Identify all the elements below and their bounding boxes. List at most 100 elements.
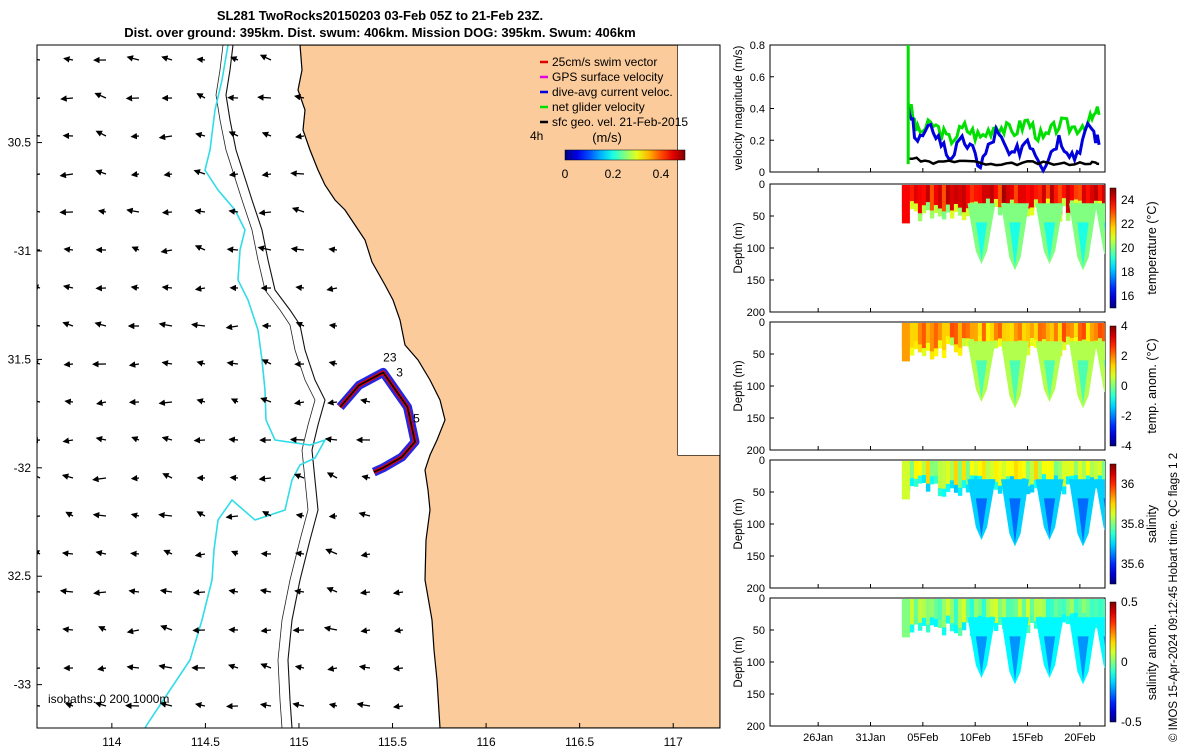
depth-cell — [1017, 185, 1023, 213]
flow-vector — [225, 323, 239, 331]
depth-cell — [961, 461, 967, 483]
depth-ytick-label: 150 — [747, 275, 765, 287]
depth-cell — [1025, 185, 1031, 211]
dive-profile-core — [975, 636, 988, 675]
depth-panel-2: 0 50 100 150 200 Depth (m) 4 2 0 -2 -4 temp. anom. … — [733, 317, 1159, 457]
depth-cell — [961, 599, 967, 625]
flow-vector — [37, 95, 41, 102]
depth-cell — [1089, 185, 1095, 207]
depth-cell — [945, 483, 951, 492]
flow-vector — [257, 94, 272, 101]
map-ytick-label: -32 — [14, 461, 32, 475]
depth-ytick-label: 100 — [747, 519, 765, 531]
flow-vector — [159, 701, 173, 708]
dive-profile-core — [1009, 360, 1021, 406]
flow-vector — [327, 665, 338, 672]
depth-cell — [1025, 486, 1031, 495]
flow-vector — [94, 92, 107, 99]
flow-vector — [158, 133, 173, 141]
depth-cell — [1045, 185, 1051, 201]
flow-vector — [95, 549, 107, 557]
depth-cell — [1089, 599, 1095, 624]
depth-cell — [1053, 185, 1059, 207]
flow-vector — [260, 663, 272, 670]
depth-cell — [945, 185, 951, 207]
depth-cell — [973, 323, 979, 349]
depth-cell — [929, 599, 935, 620]
flow-vector — [328, 512, 338, 520]
flow-vector — [194, 208, 206, 215]
depth-cell — [917, 622, 923, 631]
flow-vector — [163, 171, 173, 178]
map-xtick-label: 114.5 — [191, 735, 220, 749]
flow-vector — [193, 437, 206, 444]
depth-cell — [981, 185, 987, 211]
depth-cell — [1073, 185, 1079, 202]
flow-vector — [37, 173, 41, 176]
depth-cell — [1065, 323, 1071, 339]
depth-cell — [997, 461, 1003, 488]
depth-cell — [1001, 185, 1007, 205]
depth-cell — [969, 461, 975, 478]
map-xtick-label: 116.5 — [565, 735, 594, 749]
depth-cell — [945, 204, 951, 213]
depth-cell — [961, 338, 967, 347]
depth-ylabel: Depth (m) — [733, 222, 745, 273]
time-tick-label: 20Feb — [1064, 732, 1095, 744]
flow-vector — [225, 513, 239, 520]
depth-cell — [933, 475, 939, 484]
depth-cell — [953, 323, 959, 347]
depth-cell — [989, 461, 995, 481]
flow-vector — [194, 551, 206, 558]
flow-vector — [158, 663, 173, 670]
depth-cell — [989, 185, 995, 206]
depth-cell — [1049, 323, 1055, 353]
dive-profile-core — [1077, 498, 1089, 544]
depth-cell — [993, 199, 999, 208]
depth-cell — [985, 198, 991, 207]
flow-vector — [161, 360, 173, 367]
flow-vector — [196, 56, 206, 63]
depth-cell — [1029, 599, 1035, 618]
depth-cell — [1013, 599, 1019, 620]
flow-vector — [328, 360, 338, 367]
depth-cell — [997, 338, 1003, 347]
flow-vector — [130, 550, 140, 558]
depth-ylabel: Depth (m) — [733, 360, 745, 411]
depth-ylabel: Depth (m) — [733, 498, 745, 549]
depth-cell — [925, 624, 931, 633]
colorbar-tick-label: -2 — [1121, 409, 1132, 423]
flow-vector — [160, 624, 173, 631]
flow-vector — [63, 56, 74, 63]
depth-cell — [913, 341, 919, 350]
flow-vector — [328, 702, 338, 709]
depth-cell — [965, 208, 971, 217]
depth-cell — [1025, 347, 1031, 356]
depth-cell — [1013, 461, 1019, 491]
depth-cell — [937, 323, 943, 343]
flow-vector — [37, 702, 41, 709]
depth-cell — [1041, 185, 1047, 207]
map-xtick-label: 115 — [289, 735, 308, 749]
depth-cell — [913, 185, 919, 206]
depth-cell — [941, 627, 947, 636]
flow-vector — [62, 284, 74, 291]
depth-cell — [993, 481, 999, 490]
depth-cell — [1053, 599, 1059, 621]
depth-cell — [1025, 461, 1031, 489]
depth-cell — [1013, 185, 1019, 216]
depth-cell — [925, 461, 931, 486]
depth-cell — [957, 323, 963, 350]
map-xtick-label: 114 — [102, 735, 121, 749]
depth-cell — [945, 615, 951, 624]
colorbar-tick-label: 0.4 — [653, 167, 670, 181]
depth-cell — [1045, 599, 1051, 624]
depth-cell — [977, 461, 983, 478]
flow-vector — [128, 588, 140, 595]
flow-vector — [161, 209, 173, 216]
depth-cell — [1069, 461, 1075, 478]
flow-vector — [392, 665, 404, 672]
depth-cell — [917, 323, 923, 347]
flow-vector — [258, 475, 272, 482]
dive-profile — [1095, 479, 1105, 531]
